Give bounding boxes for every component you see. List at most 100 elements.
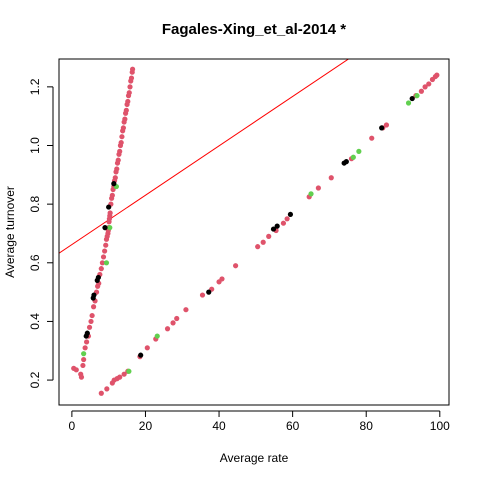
data-point-green: [350, 154, 356, 160]
data-point-black: [274, 223, 280, 229]
data-point-red: [89, 312, 95, 319]
data-point-red: [81, 356, 87, 363]
data-point-black: [102, 225, 108, 231]
data-point-red: [114, 166, 120, 172]
data-point-red: [144, 345, 150, 351]
data-point-red: [109, 192, 115, 198]
data-point-black: [138, 352, 144, 358]
data-point-red: [112, 175, 118, 181]
data-point-red: [219, 276, 225, 282]
data-point-green: [405, 100, 412, 106]
data-point-black: [95, 274, 101, 281]
data-point-red: [98, 266, 104, 272]
data-point-black: [270, 226, 277, 232]
data-point-black: [91, 292, 97, 298]
data-point-red: [125, 98, 131, 105]
data-point-green: [356, 148, 362, 154]
data-point-green: [103, 260, 110, 266]
data-point-black: [287, 211, 294, 218]
data-point-black: [206, 289, 212, 295]
data-point-red: [127, 84, 133, 90]
data-point-red: [88, 318, 94, 325]
data-point-red: [115, 157, 121, 163]
x-tick-label: 100: [430, 419, 450, 433]
data-point-red: [199, 292, 206, 298]
data-point-red: [100, 254, 107, 260]
data-point-red: [117, 374, 123, 380]
data-point-red: [183, 307, 189, 313]
y-tick-label: 1.2: [28, 78, 42, 95]
data-point-red: [260, 239, 266, 245]
data-points: [71, 66, 440, 396]
data-point-black: [111, 181, 117, 187]
x-tick-label: 80: [360, 419, 374, 433]
y-axis: 0.2 0.4 0.6 0.8 1.0 1.2: [28, 78, 54, 388]
data-point-red: [73, 367, 79, 373]
data-point-red: [315, 185, 321, 191]
data-point-red: [103, 242, 109, 248]
data-point-green: [126, 368, 132, 374]
data-point-red: [118, 139, 124, 146]
reference-line: [59, 59, 350, 254]
data-point-red: [422, 84, 428, 90]
plot-frame: [58, 58, 450, 406]
x-axis: 0 20 40 60 80 100: [69, 410, 450, 433]
x-axis-label: Average rate: [220, 451, 289, 465]
data-point-red: [99, 260, 106, 266]
data-point-red: [284, 216, 290, 222]
data-point-red: [123, 107, 129, 113]
data-point-red: [418, 88, 425, 94]
data-point-red: [170, 320, 176, 326]
data-point-red: [121, 371, 127, 377]
data-point-red: [280, 220, 287, 226]
data-point-red: [78, 374, 85, 380]
data-point-red: [122, 116, 128, 122]
data-point-red: [369, 135, 375, 141]
x-tick-label: 20: [139, 419, 153, 433]
x-tick-label: 60: [286, 419, 300, 433]
data-point-red: [233, 263, 239, 269]
data-point-black: [343, 159, 349, 165]
data-point-red: [434, 72, 440, 78]
data-point-red: [98, 390, 104, 396]
data-point-red: [86, 324, 93, 330]
data-point-red: [102, 248, 108, 254]
data-point-red: [128, 75, 135, 81]
data-point-red: [266, 233, 272, 239]
y-tick-label: 0.6: [28, 254, 42, 271]
data-point-red: [117, 148, 123, 154]
data-point-red: [82, 345, 88, 351]
data-point-green: [414, 93, 420, 99]
data-point-red: [83, 339, 90, 345]
data-point-green: [107, 225, 113, 231]
data-point-red: [255, 244, 261, 250]
data-point-green: [308, 191, 314, 197]
y-tick-label: 0.4: [28, 313, 42, 330]
data-point-red: [426, 81, 432, 87]
data-point-red: [174, 315, 180, 322]
data-point-red: [120, 125, 126, 131]
data-point-red: [104, 386, 110, 392]
data-point-red: [164, 326, 171, 332]
reference-line-layer: [59, 59, 350, 254]
data-point-red: [90, 304, 97, 310]
y-tick-label: 0.8: [28, 195, 42, 212]
chart-title: Fagales-Xing_et_al-2014 *: [162, 21, 346, 38]
data-point-red: [107, 210, 113, 216]
data-point-black: [379, 125, 385, 131]
data-point-red: [129, 66, 136, 72]
data-point-green: [81, 351, 87, 357]
data-point-black: [409, 95, 415, 102]
x-tick-label: 40: [212, 419, 226, 433]
data-point-red: [126, 90, 132, 96]
data-point-red: [383, 122, 390, 128]
data-point-black: [106, 204, 112, 210]
data-point-green: [154, 333, 160, 339]
x-tick-label: 0: [69, 419, 76, 433]
y-tick-label: 1.0: [28, 137, 42, 154]
data-point-red: [119, 134, 125, 140]
y-tick-label: 0.2: [28, 371, 42, 388]
data-point-red: [328, 175, 334, 181]
data-point-black: [84, 330, 90, 336]
